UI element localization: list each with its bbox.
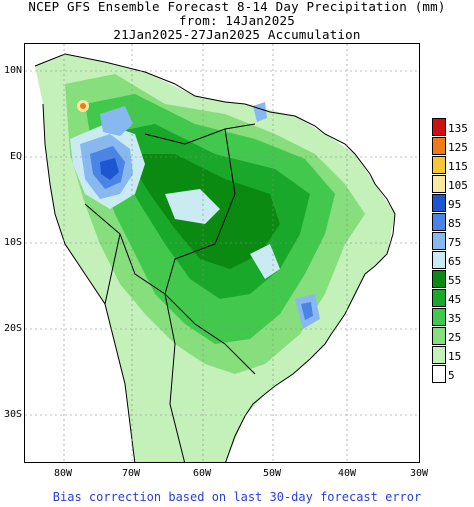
border-peru-bolivia bbox=[84, 203, 166, 305]
scale-label-75: 75 bbox=[448, 236, 462, 249]
scale-label-35: 35 bbox=[448, 312, 462, 325]
lon-label-40w: 40W bbox=[337, 468, 357, 479]
scale-box-55 bbox=[432, 270, 446, 288]
precip-125mm-hotspot bbox=[80, 103, 86, 109]
precip-65mm-central bbox=[165, 189, 220, 224]
scale-box-105 bbox=[432, 175, 446, 193]
scale-box-75 bbox=[432, 232, 446, 250]
coastline-west bbox=[42, 103, 136, 462]
lon-label-50w: 50W bbox=[262, 468, 282, 479]
forecast-issue-date: from: 14Jan2025 bbox=[179, 13, 295, 28]
scale-label-105: 105 bbox=[448, 179, 468, 192]
scale-box-5 bbox=[432, 365, 446, 383]
precip-95mm-nw bbox=[100, 158, 119, 180]
lat-label-10n: 10N bbox=[3, 65, 22, 76]
lat-label-20s: 20S bbox=[3, 323, 22, 334]
scale-box-25 bbox=[432, 327, 446, 345]
bias-correction-note: Bias correction based on last 30-day for… bbox=[52, 490, 422, 504]
scale-label-5: 5 bbox=[448, 369, 455, 382]
scale-box-45 bbox=[432, 289, 446, 307]
lat-label-10s: 10S bbox=[3, 237, 22, 248]
scale-box-135 bbox=[432, 118, 446, 136]
lon-label-80w: 80W bbox=[53, 468, 73, 479]
grid bbox=[25, 44, 419, 462]
lat-label-30s: 30S bbox=[3, 409, 22, 420]
lon-label-60w: 60W bbox=[192, 468, 212, 479]
scale-box-95 bbox=[432, 194, 446, 212]
precip-75mm-n bbox=[100, 106, 133, 136]
border-argentina bbox=[164, 293, 186, 462]
accumulation-period: 21Jan2025-27Jan2025 Accumulation bbox=[113, 27, 361, 42]
scale-label-25: 25 bbox=[448, 331, 462, 344]
lon-label-30w: 30W bbox=[409, 468, 429, 479]
lon-label-70w: 70W bbox=[121, 468, 141, 479]
coastline-south-america bbox=[34, 53, 396, 462]
scale-label-15: 15 bbox=[448, 350, 462, 363]
scale-label-55: 55 bbox=[448, 274, 462, 287]
scale-label-115: 115 bbox=[448, 160, 468, 173]
scale-label-95: 95 bbox=[448, 198, 462, 211]
coastlines bbox=[34, 53, 396, 462]
lat-label-eq: EQ bbox=[9, 151, 22, 162]
scale-box-125 bbox=[432, 137, 446, 155]
scale-box-35 bbox=[432, 308, 446, 326]
scale-label-125: 125 bbox=[448, 141, 468, 154]
scale-label-45: 45 bbox=[448, 293, 462, 306]
scale-label-85: 85 bbox=[448, 217, 462, 230]
scale-box-65 bbox=[432, 251, 446, 269]
scale-box-15 bbox=[432, 346, 446, 364]
precip-85mm-e bbox=[301, 302, 313, 320]
precip-field bbox=[35, 54, 395, 462]
precip-75mm-ne bbox=[253, 102, 267, 122]
scale-box-85 bbox=[432, 213, 446, 231]
map-title: NCEP GFS Ensemble Forecast 8-14 Day Prec… bbox=[28, 0, 446, 14]
scale-label-135: 135 bbox=[448, 122, 468, 135]
scale-label-65: 65 bbox=[448, 255, 462, 268]
precip-65mm-c2 bbox=[250, 244, 280, 279]
border-brazil bbox=[144, 123, 256, 375]
map-canvas bbox=[25, 44, 419, 462]
precipitation-map bbox=[24, 43, 420, 463]
scale-box-115 bbox=[432, 156, 446, 174]
